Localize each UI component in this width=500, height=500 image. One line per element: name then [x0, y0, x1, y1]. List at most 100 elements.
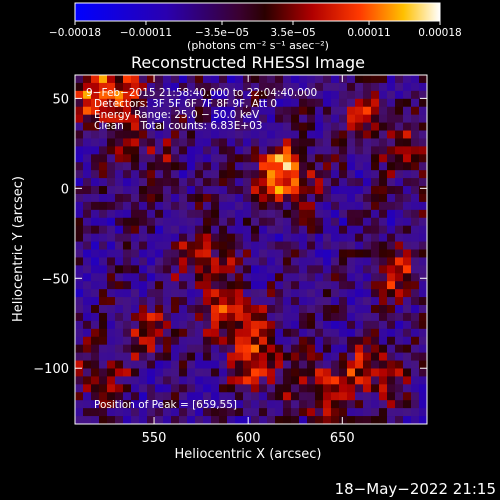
heatmap-cell: [179, 75, 188, 84]
heatmap-cell: [259, 368, 268, 377]
heatmap-cell: [139, 193, 148, 203]
heatmap-cell: [83, 217, 92, 227]
heatmap-cell: [339, 320, 348, 330]
heatmap-cell: [283, 82, 292, 92]
heatmap-cell: [307, 154, 316, 163]
heatmap-cell: [91, 320, 100, 330]
heatmap-cell: [91, 209, 100, 219]
heatmap-cell: [227, 217, 236, 227]
heatmap-cell: [371, 305, 380, 314]
heatmap-cell: [291, 75, 300, 84]
heatmap-cell: [299, 98, 308, 108]
heatmap-cell: [99, 186, 108, 195]
heatmap-cell: [363, 82, 372, 92]
heatmap-cell: [291, 376, 300, 385]
heatmap-cell: [355, 193, 364, 203]
heatmap-cell: [91, 265, 100, 274]
heatmap-cell: [259, 312, 268, 322]
heatmap-cell: [203, 265, 212, 274]
heatmap-cell: [227, 138, 236, 147]
heatmap-cell: [307, 368, 316, 377]
heatmap-cell: [387, 138, 396, 147]
heatmap-cell: [147, 312, 156, 322]
heatmap-cell: [211, 336, 220, 346]
heatmap-cell: [291, 154, 300, 163]
heatmap-cell: [163, 408, 172, 417]
heatmap-cell: [315, 75, 324, 84]
heatmap-cell: [187, 193, 196, 203]
heatmap-cell: [323, 225, 332, 235]
heatmap-cell: [171, 106, 180, 116]
heatmap-cell: [299, 416, 308, 425]
heatmap-cell: [171, 201, 180, 211]
heatmap-cell: [331, 225, 340, 235]
heatmap-cell: [363, 360, 372, 369]
heatmap-cell: [83, 408, 92, 417]
heatmap-cell: [243, 384, 252, 393]
heatmap-cell: [235, 265, 244, 274]
heatmap-cell: [267, 106, 276, 116]
heatmap-cell: [115, 408, 124, 417]
heatmap-cell: [267, 225, 276, 235]
heatmap-cell: [179, 416, 188, 425]
heatmap-cell: [139, 130, 148, 139]
heatmap-cell: [315, 233, 324, 242]
heatmap-cell: [291, 273, 300, 282]
heatmap-cell: [331, 233, 340, 242]
heatmap-cell: [339, 344, 348, 354]
heatmap-cell: [227, 225, 236, 235]
heatmap-cell: [251, 360, 260, 369]
heatmap-cell: [411, 392, 420, 401]
heatmap-cell: [307, 297, 316, 306]
heatmap-cell: [131, 170, 140, 179]
heatmap-cell: [371, 130, 380, 139]
heatmap-cell: [211, 170, 220, 179]
heatmap-cell: [115, 273, 124, 282]
heatmap-cell: [187, 273, 196, 282]
heatmap-cell: [291, 297, 300, 306]
heatmap-cell: [315, 146, 324, 155]
heatmap-cell: [403, 122, 412, 131]
heatmap-cell: [131, 273, 140, 282]
heatmap-cell: [267, 305, 276, 314]
heatmap-cell: [291, 241, 300, 250]
heatmap-cell: [227, 130, 236, 139]
heatmap-cell: [227, 352, 236, 361]
heatmap-cell: [171, 360, 180, 369]
heatmap-cell: [179, 90, 188, 100]
heatmap-cell: [195, 233, 204, 242]
heatmap-cell: [339, 98, 348, 108]
heatmap-cell: [115, 305, 124, 314]
heatmap-cell: [83, 98, 92, 108]
heatmap-cell: [195, 360, 204, 369]
colorbar-tick-label: 0.00011: [347, 27, 390, 39]
heatmap-cell: [371, 193, 380, 203]
heatmap-cell: [91, 328, 100, 338]
heatmap-cell: [355, 265, 364, 274]
heatmap-cell: [235, 336, 244, 346]
heatmap-cell: [75, 122, 84, 131]
heatmap-cell: [371, 114, 380, 123]
heatmap-cell: [171, 320, 180, 330]
heatmap-cell: [219, 90, 228, 100]
heatmap-cell: [155, 400, 164, 409]
heatmap-cell: [203, 178, 212, 187]
heatmap-cell: [99, 201, 108, 211]
heatmap-cell: [155, 106, 164, 116]
heatmap-cell: [411, 408, 420, 417]
heatmap-cell: [187, 170, 196, 179]
heatmap-cell: [187, 352, 196, 361]
heatmap-cell: [379, 312, 388, 322]
heatmap-cell: [187, 289, 196, 298]
heatmap-cell: [163, 98, 172, 108]
heatmap-cell: [323, 297, 332, 306]
heatmap-cell: [155, 154, 164, 163]
heatmap-cell: [219, 400, 228, 409]
heatmap-cell: [411, 98, 420, 108]
heatmap-cell: [179, 225, 188, 235]
heatmap-cell: [355, 162, 364, 171]
heatmap-cell: [75, 106, 84, 116]
heatmap-cell: [155, 328, 164, 338]
heatmap-cell: [395, 178, 404, 187]
heatmap-cell: [363, 368, 372, 377]
